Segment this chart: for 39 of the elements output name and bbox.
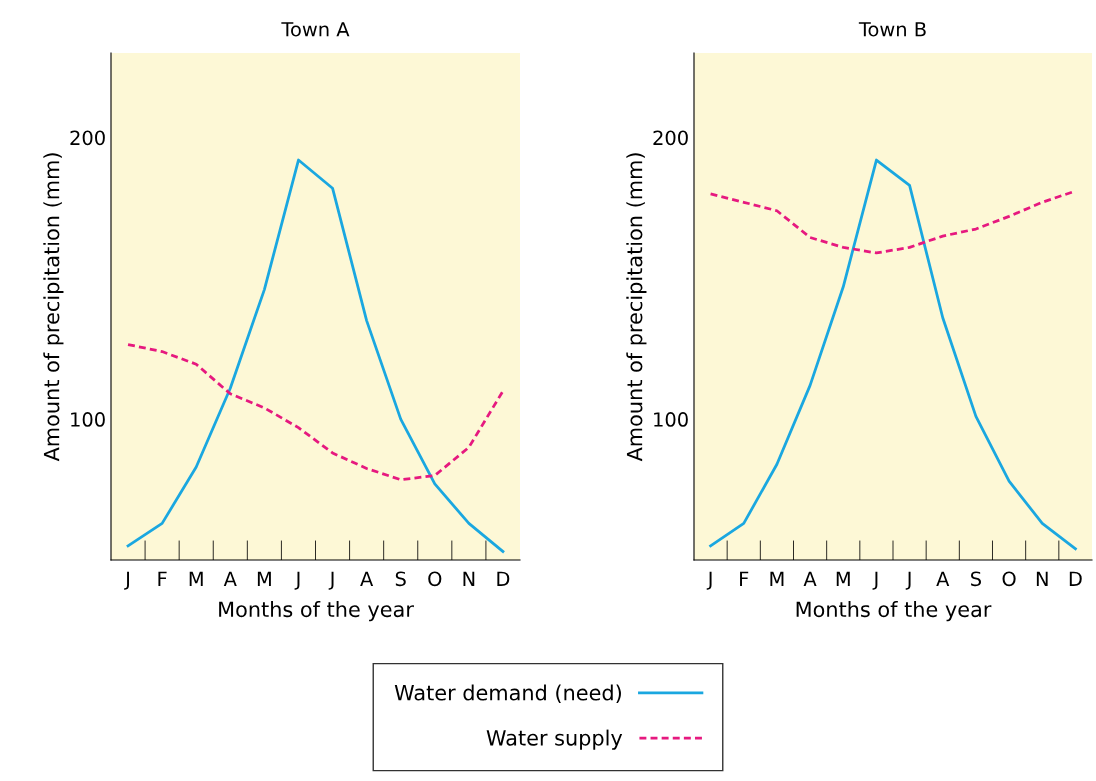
- x-tick-label: F: [158, 571, 167, 586]
- y-tick-label: 200: [653, 130, 688, 146]
- legend-label: Water demand (need): [394, 684, 621, 703]
- x-tick-label: M: [189, 571, 203, 586]
- x-tick-label: J: [124, 571, 129, 590]
- x-axis-title: Months of the year: [796, 601, 992, 622]
- x-tick-label: O: [1002, 571, 1016, 587]
- y-tick-label: 200: [70, 130, 105, 146]
- x-tick-label: M: [257, 571, 271, 586]
- line-series: [126, 158, 505, 553]
- x-tick-label: J: [328, 571, 334, 590]
- x-tick-label: M: [836, 571, 850, 586]
- x-tick-label: A: [360, 571, 374, 586]
- x-tick-label: A: [936, 571, 950, 586]
- line-series: [709, 158, 1077, 551]
- x-tick-label: J: [872, 571, 878, 590]
- x-tick-label: N: [463, 571, 475, 586]
- x-axis-title: Months of the year: [219, 601, 414, 622]
- y-tick-label: 100: [71, 412, 105, 427]
- x-tick-label: J: [706, 571, 712, 590]
- x-tick-label: M: [770, 571, 784, 586]
- chart-title: Town A: [281, 22, 350, 37]
- x-tick-label: O: [428, 571, 442, 587]
- x-tick-label: S: [971, 571, 981, 587]
- x-tick-label: N: [1036, 571, 1048, 586]
- y-axis-title: Amount of precipitation (mm): [43, 153, 64, 462]
- x-tick-label: A: [803, 571, 817, 586]
- x-tick-label: D: [1069, 571, 1082, 586]
- x-tick-label: J: [294, 571, 300, 590]
- x-tick-label: J: [905, 571, 911, 590]
- y-tick-label: 100: [654, 412, 688, 427]
- y-axis-title: Amount of precipitation (mm): [626, 153, 647, 462]
- x-tick-label: A: [223, 571, 237, 586]
- line-series: [126, 343, 505, 482]
- x-tick-label: F: [740, 571, 749, 586]
- x-tick-label: D: [497, 571, 510, 586]
- x-tick-label: S: [395, 571, 406, 587]
- chart-title: Town B: [858, 22, 926, 37]
- legend-label: Water supply: [486, 729, 623, 750]
